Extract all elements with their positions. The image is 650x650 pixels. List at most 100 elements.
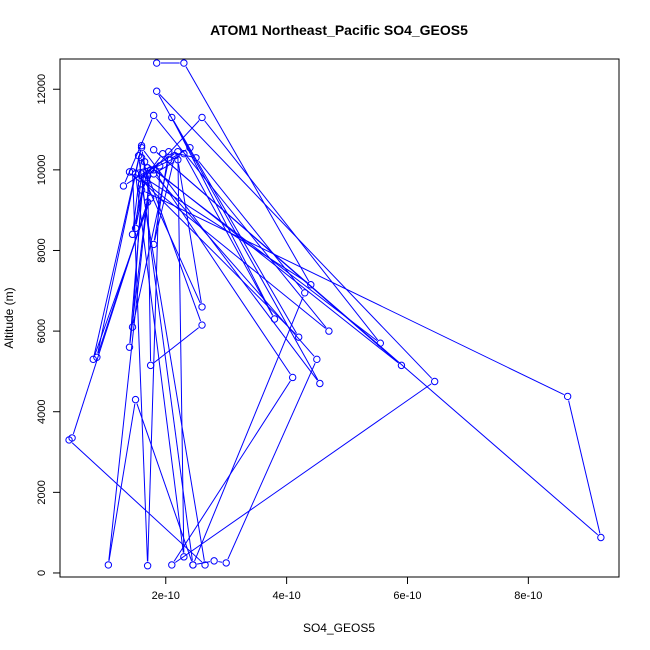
- data-point: [192, 154, 200, 162]
- data-point: [143, 562, 152, 570]
- data-point: [198, 303, 206, 311]
- data-point: [307, 281, 315, 289]
- x-tick-label: 8e-10: [514, 590, 542, 602]
- plot-frame: [59, 58, 620, 578]
- data-point: [316, 379, 324, 388]
- series-segment: [108, 173, 151, 561]
- data-point: [430, 377, 439, 386]
- x-tick-label: 4e-10: [273, 590, 301, 602]
- data-point: [131, 395, 140, 404]
- data-point: [295, 333, 303, 341]
- data-point: [301, 289, 309, 297]
- data-point: [180, 553, 188, 561]
- data-point: [152, 59, 161, 67]
- series-segment: [178, 163, 202, 303]
- data-point: [186, 143, 194, 152]
- y-tick-label: 4000: [36, 399, 48, 423]
- data-point: [89, 355, 97, 364]
- data-point: [313, 355, 321, 364]
- series-segment: [146, 156, 161, 175]
- series-segment: [145, 191, 565, 396]
- series-segment: [72, 205, 147, 435]
- data-point: [168, 113, 176, 122]
- data-point: [134, 152, 143, 160]
- y-tick-label: 2000: [36, 480, 48, 504]
- data-point: [152, 87, 161, 95]
- series-segment: [138, 176, 297, 335]
- data-point: [563, 392, 572, 401]
- data-point: [376, 339, 384, 347]
- series-segment: [135, 177, 184, 553]
- series-segment: [173, 380, 291, 562]
- data-point: [165, 156, 173, 164]
- data-point: [137, 186, 146, 194]
- series-segment: [94, 201, 150, 356]
- data-point: [597, 533, 605, 542]
- series-segment: [159, 93, 433, 379]
- data-point: [137, 141, 146, 150]
- data-point: [180, 59, 188, 67]
- chart-title: ATOM1 Northeast_Pacific SO4_GEOS5: [210, 22, 468, 38]
- series-segment: [174, 383, 432, 563]
- data-point: [149, 240, 158, 249]
- series-segment: [147, 180, 152, 362]
- data-point: [149, 146, 158, 154]
- data-point: [140, 158, 149, 166]
- data-point: [104, 561, 113, 569]
- series-lines: [71, 62, 601, 565]
- data-point: [174, 156, 182, 164]
- series-segment: [172, 152, 192, 158]
- y-tick-label: 6000: [36, 319, 48, 343]
- data-point: [146, 361, 155, 370]
- data-point: [128, 323, 137, 331]
- series-segment: [204, 120, 379, 341]
- x-axis-label: SO4_GEOS5: [303, 621, 375, 635]
- series-segment: [185, 157, 273, 316]
- data-point: [125, 343, 134, 351]
- data-point: [189, 561, 197, 569]
- data-point: [270, 315, 279, 323]
- x-tick-label: 2e-10: [152, 590, 180, 602]
- data-point: [156, 162, 164, 170]
- data-point: [159, 150, 167, 158]
- series-segment: [173, 120, 274, 316]
- data-point: [137, 143, 146, 152]
- data-point: [165, 148, 173, 156]
- series-segment: [136, 403, 193, 562]
- series-segment: [145, 183, 201, 304]
- data-point: [198, 113, 206, 122]
- y-tick-label: 10000: [36, 155, 48, 186]
- series-segment: [143, 150, 318, 381]
- series-segment: [194, 296, 304, 562]
- data-point: [198, 321, 206, 329]
- series-segment: [185, 66, 310, 282]
- data-point: [222, 559, 230, 567]
- data-point: [65, 436, 73, 444]
- series-points: [65, 59, 605, 570]
- series-segment: [196, 561, 211, 565]
- series-segment: [97, 149, 142, 354]
- data-point: [93, 353, 101, 362]
- series-segment: [108, 403, 136, 561]
- series-segment: [153, 155, 169, 241]
- series-segment: [135, 178, 142, 225]
- data-point: [201, 561, 209, 569]
- data-point: [128, 230, 137, 239]
- x-tick-label: 6e-10: [393, 590, 421, 602]
- series-segment: [153, 327, 200, 364]
- series-segment: [141, 188, 205, 561]
- series-segment: [173, 120, 298, 334]
- series-segment: [147, 164, 399, 364]
- series-segment: [132, 176, 148, 562]
- series-segment: [135, 174, 326, 329]
- x-axis: 2e-10 4e-10 6e-10 8e-10: [152, 577, 542, 602]
- data-point: [288, 373, 297, 382]
- y-axis: 0 2000 4000 6000 8000 10000 12000: [36, 74, 60, 576]
- data-point: [325, 327, 333, 335]
- data-point: [149, 111, 158, 120]
- series-segment: [71, 442, 203, 563]
- data-point: [180, 150, 188, 158]
- data-point: [146, 166, 155, 174]
- series-segment: [155, 118, 327, 329]
